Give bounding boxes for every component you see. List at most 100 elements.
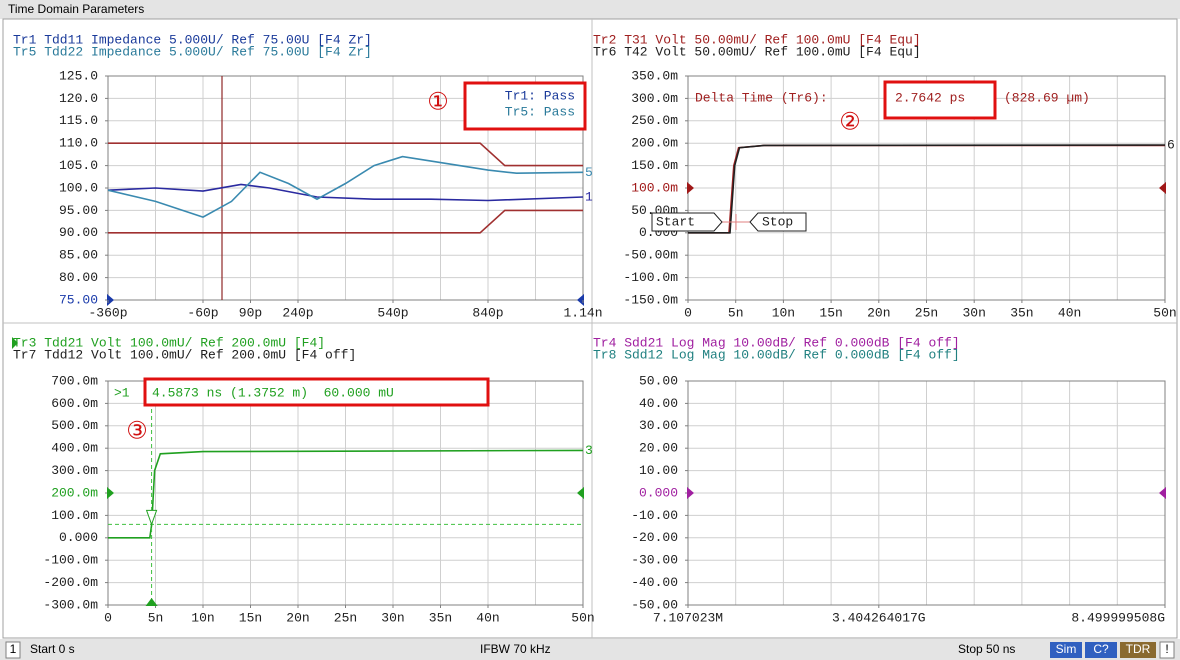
y-tick-label: 0.000 [59,530,98,545]
y-tick-label: 400.0m [51,441,98,456]
trace [108,209,583,234]
sim-badge [1050,642,1082,658]
highlight-box [463,81,587,131]
y-tick-label: 10.00 [639,463,678,478]
y-tick-label: 105.0 [59,158,98,173]
x-tick-label: 10n [772,305,795,320]
x-tick-label: 0 [104,610,112,625]
start: Start 0 s [30,642,75,656]
y-tick-label: -100.0m [43,553,98,568]
trace-header: Tr7 Tdd12 Volt 100.0mU/ Ref 200.0mU [F4 … [13,347,356,362]
x-tick-label: 30n [381,610,404,625]
x-tick-label: 8.499999508G [1071,610,1165,625]
sim: Sim [1056,642,1077,656]
cal: C? [1093,642,1109,656]
x-tick-label: 0 [684,305,692,320]
x-tick-label: 25n [334,610,357,625]
y-tick-label: -20.00 [631,530,678,545]
ref-marker [107,294,114,306]
y-tick-label: 20.00 [639,441,678,456]
marker-readout: 4.5873 ns (1.3752 m) 60.000 mU [152,385,394,400]
y-tick-label: 300.0m [631,91,678,106]
y-tick-label: 150.0m [631,158,678,173]
y-tick-label: -10.00 [631,508,678,523]
x-tick-label: 840p [472,305,503,320]
y-tick-label: -50.00m [623,248,678,263]
y-tick-label: -300.0m [43,597,98,612]
y-tick-label: 40.00 [639,396,678,411]
highlight-box [883,80,997,120]
status-bar [0,639,1180,660]
x-tick-label: 5n [148,610,164,625]
x-tick-label: 35n [429,610,452,625]
y-tick-label: 500.0m [51,418,98,433]
title-bar [0,0,1180,19]
trace [108,142,583,167]
pass-label: Tr1: Pass [505,88,575,103]
x-tick-label: 40n [1058,305,1081,320]
trace-header: Tr4 Sdd21 Log Mag 10.00dB/ Ref 0.000dB [… [593,335,960,350]
y-tick-label: 300.0m [51,463,98,478]
trace [688,144,1166,234]
x-tick-label: 240p [282,305,313,320]
x-tick-label: 15n [239,610,262,625]
x-tick-label: 1.14n [563,305,602,320]
stop-label: Stop [762,214,793,229]
callout: ② [839,110,861,136]
highlight-box [143,377,490,407]
y-tick-label: 700.0m [51,373,98,388]
y-tick-label: -200.0m [43,575,98,590]
panel: Tr4 Sdd21 Log Mag 10.00dB/ Ref 0.000dB [… [593,335,1166,625]
y-tick-label: 95.00 [59,203,98,218]
x-tick-label: 20n [286,610,309,625]
y-tick-label: 125.0 [59,68,98,83]
trace-header: Tr8 Sdd12 Log Mag 10.00dB/ Ref 0.000dB [… [593,347,960,362]
y-tick-label: -100.0m [623,270,678,285]
x-tick-label: 7.107023M [653,610,723,625]
y-tick-label: 350.0m [631,68,678,83]
y-tick-label: 100.0 [59,180,98,195]
x-tick-label: 5n [728,305,744,320]
cal-badge [1085,642,1117,658]
marker-arrow [145,509,158,526]
y-tick-label: 90.00 [59,225,98,240]
window-title: Time Domain Parameters [8,2,144,16]
channel: 1 [10,642,17,656]
ref-marker [687,487,694,499]
trace-header: Tr1 Tdd11 Impedance 5.000U/ Ref 75.00U [… [13,32,372,47]
x-tick-label: 30n [962,305,985,320]
y-tick-label: -50.00 [631,597,678,612]
x-tick-label: 50n [1153,305,1176,320]
callout: ① [427,90,449,116]
y-tick-label: 75.00 [59,292,98,307]
stop-flag [749,212,807,232]
y-tick-label: 200.0m [631,136,678,151]
y-tick-label: -40.00 [631,575,678,590]
pass-label: Tr5: Pass [505,104,575,119]
x-tick-label: 25n [915,305,938,320]
delta-value: 2.7642 ps [895,90,965,105]
x-tick-label: 90p [239,305,262,320]
x-tick-label: 35n [1010,305,1033,320]
ifbw: IFBW 70 kHz [480,642,551,656]
y-tick-label: 30.00 [639,418,678,433]
trace-end-label: 1 [585,189,593,204]
ref-marker [577,294,584,306]
y-tick-label: 85.00 [59,248,98,263]
trace-end-label: 5 [585,165,593,180]
y-tick-label: 120.0 [59,91,98,106]
y-tick-label: 600.0m [51,396,98,411]
y-tick-label: 80.00 [59,270,98,285]
x-tick-label: -60p [187,305,218,320]
start-label: Start [656,214,695,229]
start-flag [651,212,723,232]
warn: ! [1165,642,1168,656]
trace-end-label: 3 [585,443,593,458]
ref-marker [577,487,584,499]
marker-id: >1 [114,385,130,400]
ref-marker [1159,182,1166,194]
x-tick-label: 3.404264017G [832,610,926,625]
channel-box [5,641,21,659]
